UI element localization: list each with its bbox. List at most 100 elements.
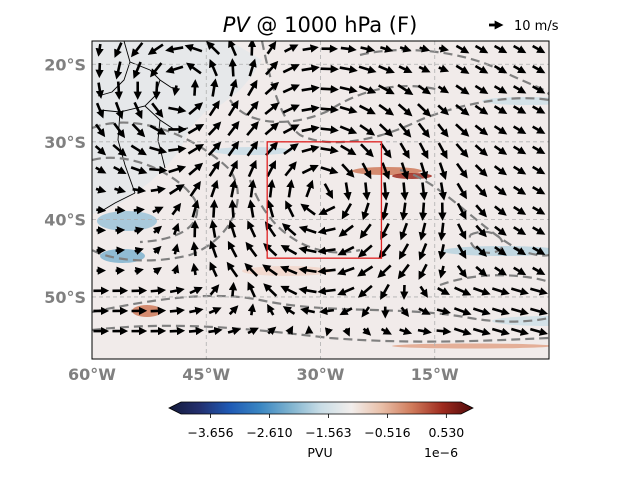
y-axis-tick-labels: 20°S 30°S 40°S 50°S <box>44 55 86 307</box>
wind-arrow <box>95 82 104 99</box>
wind-arrow <box>209 240 218 258</box>
wind-arrow <box>283 143 299 156</box>
wind-arrow <box>341 163 355 178</box>
wind-arrow <box>493 165 508 176</box>
wind-arrow <box>437 85 450 94</box>
wind-arrow <box>207 121 222 136</box>
wind-arrow <box>532 206 546 215</box>
wind-arrow <box>168 105 187 114</box>
wind-arrow <box>282 124 300 135</box>
wind-arrow <box>438 265 447 279</box>
wind-arrow <box>189 286 203 295</box>
wind-arrow <box>362 182 371 201</box>
wind-arrow <box>416 103 432 117</box>
wind-arrow <box>530 327 549 336</box>
wind-arrow <box>228 219 237 238</box>
wind-arrow <box>324 327 333 337</box>
wind-arrow <box>339 105 358 114</box>
wind-arrow <box>267 179 276 198</box>
wind-arrow <box>417 327 432 336</box>
wind-arrow <box>130 144 147 156</box>
wind-arrow <box>323 183 334 199</box>
wind-arrow <box>513 226 527 236</box>
wind-arrow <box>206 41 221 55</box>
wind-arrow <box>530 307 549 316</box>
wind-arrow <box>301 84 320 93</box>
wind-arrow <box>512 44 527 54</box>
wind-arrow <box>510 327 529 336</box>
wind-arrow <box>474 44 489 54</box>
x-tick-label: 30°W <box>297 365 345 384</box>
wind-arrow <box>400 182 409 201</box>
wind-arrow <box>472 307 491 316</box>
wind-arrow <box>281 223 297 237</box>
wind-arrow <box>475 224 487 238</box>
wind-arrow <box>248 58 257 77</box>
colorbar-ticks: −3.656 −2.610 −1.563 −0.516 0.530 <box>187 414 464 440</box>
wind-arrow <box>360 143 374 158</box>
wind-arrow <box>96 205 107 215</box>
wind-arrow <box>189 306 204 315</box>
wind-arrow <box>437 123 449 138</box>
wind-arrow <box>455 64 470 74</box>
wind-arrow <box>263 283 278 297</box>
wind-arrow <box>152 206 164 215</box>
wind-arrow <box>339 65 358 74</box>
y-tick-label: 40°S <box>44 210 86 229</box>
wind-arrow <box>317 286 336 296</box>
wind-arrow <box>339 85 358 94</box>
wind-arrow <box>357 284 373 298</box>
wind-arrow <box>246 140 259 157</box>
wind-arrow <box>453 327 472 336</box>
wind-arrow <box>95 102 105 119</box>
wind-arrow <box>133 206 145 215</box>
wind-arrow <box>398 122 412 138</box>
wind-arrow <box>285 325 294 335</box>
wind-arrow <box>361 306 371 318</box>
wind-arrow <box>343 182 352 201</box>
wind-arrow <box>436 327 452 336</box>
wind-arrow <box>494 225 507 236</box>
wind-arrow <box>491 287 510 296</box>
wind-arrow <box>493 64 508 74</box>
wind-arrow <box>301 104 320 113</box>
wind-arrow <box>455 84 470 95</box>
wind-arrow <box>397 103 413 117</box>
x-axis-tick-labels: 60°W 45°W 30°W 15°W <box>68 365 459 384</box>
wind-arrow <box>532 165 546 175</box>
wind-arrow <box>418 242 428 261</box>
wind-arrow <box>399 142 410 159</box>
wind-arrow <box>247 281 256 298</box>
wind-vectors <box>93 41 549 337</box>
wind-arrow <box>149 124 167 135</box>
wind-arrow <box>320 145 339 155</box>
wind-arrow <box>267 303 275 316</box>
wind-arrow <box>456 265 467 279</box>
colorbar-unit: PVU <box>307 445 332 460</box>
wind-arrow <box>152 245 162 255</box>
wind-arrow <box>377 264 392 279</box>
wind-arrow <box>247 199 256 218</box>
wind-arrow <box>248 179 257 198</box>
wind-arrow <box>169 306 185 315</box>
wind-arrow <box>266 41 277 55</box>
wind-arrow <box>418 222 427 241</box>
wind-arrow <box>361 162 372 180</box>
wind-arrow <box>317 246 336 255</box>
wind-arrow <box>265 60 279 76</box>
wind-arrow <box>95 43 104 57</box>
wind-arrow <box>438 64 450 73</box>
wind-arrow <box>301 144 320 153</box>
wind-arrow <box>456 202 467 220</box>
wind-arrow <box>340 144 357 156</box>
wind-arrow <box>227 100 239 117</box>
wind-arrow <box>133 101 143 120</box>
wind-arrow <box>510 287 529 296</box>
wind-arrow <box>134 246 144 255</box>
wind-arrow <box>455 143 469 158</box>
wind-arrow <box>337 245 355 256</box>
wind-arrow <box>184 44 203 53</box>
wind-arrow <box>358 85 377 94</box>
wind-arrow <box>532 266 546 275</box>
wind-arrow <box>438 244 447 260</box>
